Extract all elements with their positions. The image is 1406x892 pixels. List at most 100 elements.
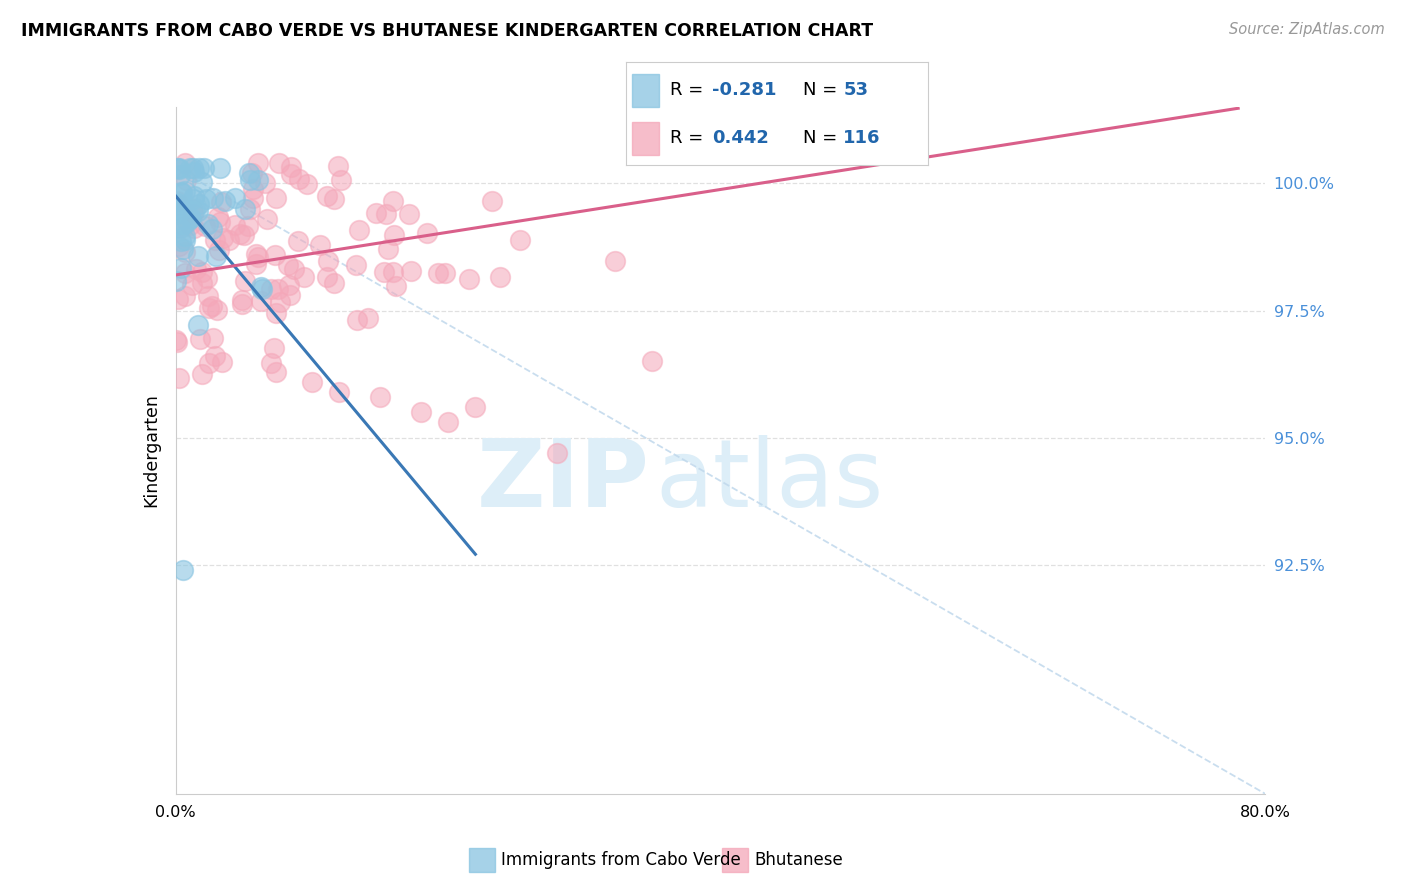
Point: [181, 192, 204, 206]
Point: [250, 293, 273, 308]
Point: [458, 272, 481, 286]
Point: [269, 295, 291, 310]
Text: 116: 116: [844, 129, 880, 147]
Point: [165, 333, 187, 347]
Point: [183, 221, 205, 235]
Point: [174, 156, 197, 170]
Point: [167, 161, 190, 175]
Point: [247, 173, 270, 187]
Point: [173, 219, 195, 233]
FancyBboxPatch shape: [631, 74, 659, 106]
Point: [184, 202, 207, 216]
Point: [368, 390, 391, 404]
Point: [187, 318, 209, 332]
Point: [236, 219, 259, 233]
Point: [344, 258, 367, 272]
Point: [245, 247, 267, 261]
Point: [201, 222, 224, 236]
Point: [179, 219, 201, 233]
Point: [169, 261, 191, 276]
Point: [173, 217, 195, 231]
Text: R =: R =: [669, 81, 709, 99]
Point: [174, 173, 197, 187]
Point: [209, 194, 232, 209]
Point: [318, 254, 340, 268]
Point: [183, 189, 205, 203]
Point: [382, 228, 405, 243]
Point: [242, 191, 264, 205]
Point: [201, 299, 224, 313]
Point: [197, 289, 219, 303]
Point: [260, 355, 283, 369]
Point: [169, 162, 191, 177]
Point: [245, 258, 267, 272]
Point: [194, 219, 217, 233]
Point: [166, 199, 188, 213]
Point: [231, 297, 253, 311]
Text: -0.281: -0.281: [711, 81, 776, 99]
Point: [287, 234, 309, 248]
Point: [174, 289, 197, 303]
Point: [165, 274, 187, 288]
Point: [240, 166, 263, 180]
Point: [169, 221, 191, 235]
Point: [166, 161, 188, 175]
Point: [381, 265, 404, 279]
FancyBboxPatch shape: [631, 122, 659, 155]
Point: [224, 218, 246, 232]
Point: [188, 332, 211, 346]
Point: [208, 215, 231, 229]
Point: [181, 202, 204, 216]
Point: [166, 194, 188, 208]
Point: [347, 223, 370, 237]
Point: [183, 165, 205, 179]
Point: [170, 234, 193, 248]
Point: [326, 159, 349, 173]
Point: [263, 248, 285, 262]
Point: [328, 384, 350, 399]
Point: [174, 244, 197, 259]
Text: Bhutanese: Bhutanese: [755, 851, 844, 869]
Point: [277, 259, 299, 273]
Point: [190, 367, 212, 381]
Point: [329, 172, 352, 186]
Point: [263, 341, 285, 355]
Point: [166, 335, 188, 350]
Point: [316, 269, 339, 284]
Point: [231, 293, 253, 307]
Point: [250, 282, 273, 296]
Point: [187, 161, 209, 176]
Point: [264, 365, 287, 379]
Point: [315, 188, 337, 202]
Point: [218, 233, 240, 247]
Point: [357, 310, 380, 325]
Point: [186, 262, 208, 277]
Point: [191, 276, 214, 290]
Point: [167, 198, 190, 212]
Point: [233, 227, 256, 242]
Point: [416, 226, 439, 240]
Point: [235, 274, 257, 288]
Point: [180, 211, 202, 225]
Point: [212, 230, 235, 244]
Point: [280, 167, 302, 181]
Text: atlas: atlas: [655, 435, 883, 527]
Point: [246, 156, 269, 170]
Point: [301, 375, 323, 389]
Point: [266, 306, 288, 320]
Point: [346, 313, 368, 327]
Text: N =: N =: [803, 81, 842, 99]
Point: [193, 161, 215, 175]
Point: [250, 279, 273, 293]
Point: [191, 175, 214, 189]
Text: 53: 53: [844, 81, 869, 99]
Point: [377, 242, 399, 256]
FancyBboxPatch shape: [468, 848, 495, 871]
Text: IMMIGRANTS FROM CABO VERDE VS BHUTANESE KINDERGARTEN CORRELATION CHART: IMMIGRANTS FROM CABO VERDE VS BHUTANESE …: [21, 22, 873, 40]
Point: [173, 199, 195, 213]
Point: [181, 278, 204, 293]
Point: [214, 194, 236, 208]
Point: [288, 172, 311, 186]
Point: [205, 249, 228, 263]
Point: [183, 207, 205, 221]
